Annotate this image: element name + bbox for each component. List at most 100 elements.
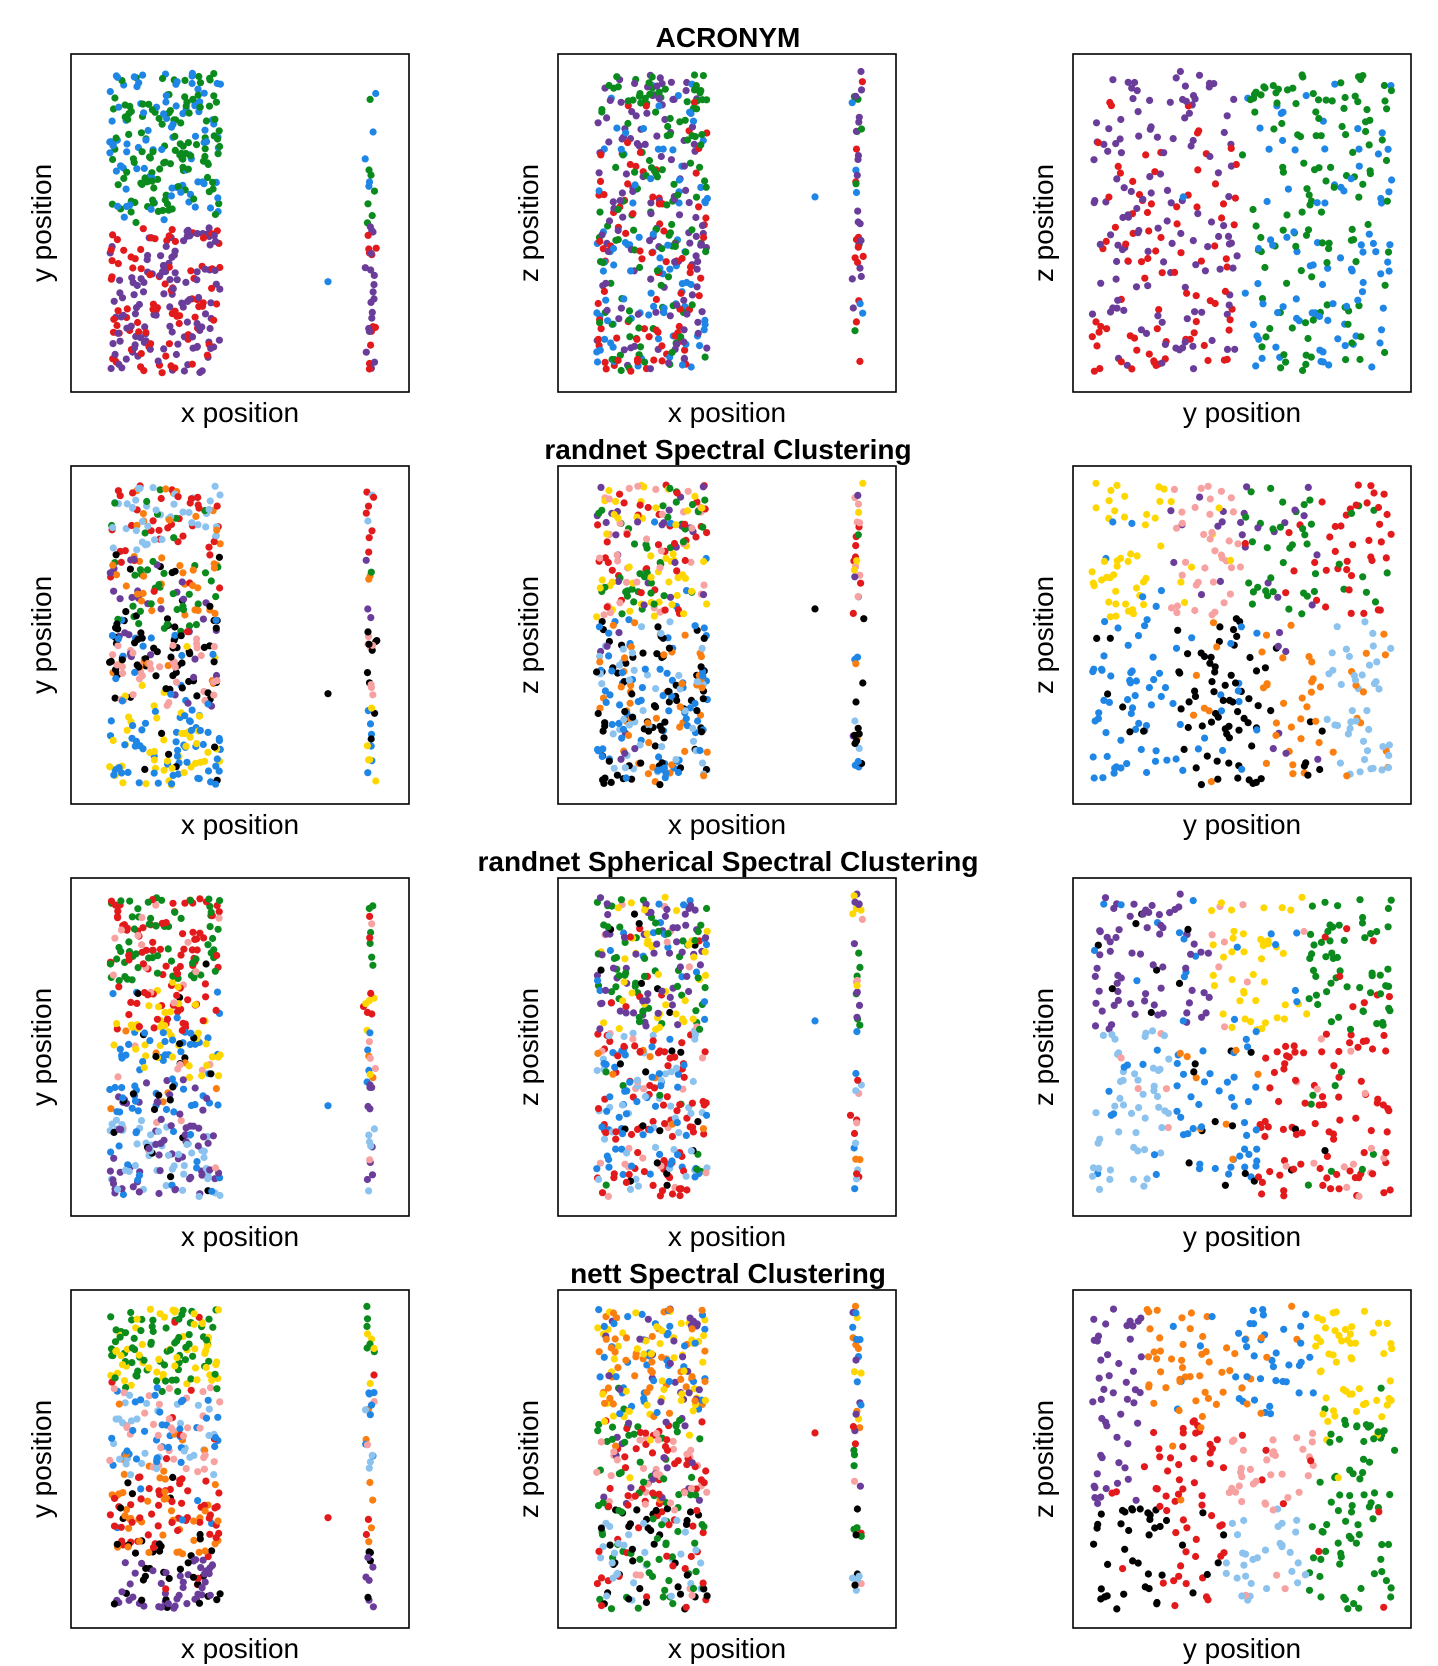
point-blue xyxy=(651,518,659,526)
point-black xyxy=(118,656,126,664)
point-green xyxy=(596,319,604,327)
point-red xyxy=(1264,1123,1272,1131)
point-black xyxy=(599,727,607,735)
point-blue xyxy=(173,1014,181,1022)
point-light-blue xyxy=(657,629,665,638)
point-pink xyxy=(1181,558,1190,566)
point-purple xyxy=(1223,345,1232,353)
point-red xyxy=(370,1371,378,1379)
point-green xyxy=(125,938,133,946)
point-black xyxy=(666,1008,674,1017)
point-yellow xyxy=(109,736,117,745)
point-pink xyxy=(210,1458,218,1466)
point-blue xyxy=(1105,1087,1113,1095)
point-purple xyxy=(369,1563,377,1571)
point-light-blue xyxy=(1358,671,1366,679)
point-red xyxy=(114,907,122,915)
point-red xyxy=(1321,933,1329,941)
point-yellow xyxy=(1287,906,1295,914)
point-blue xyxy=(191,1101,199,1109)
point-purple xyxy=(1216,265,1224,273)
point-red xyxy=(594,335,603,343)
point-blue xyxy=(1143,616,1151,624)
point-green xyxy=(179,1306,187,1314)
point-purple xyxy=(196,368,204,377)
point-light-blue xyxy=(630,666,638,674)
point-red xyxy=(1231,194,1239,202)
point-black xyxy=(1215,637,1223,646)
point-green xyxy=(1307,1100,1315,1108)
point-black xyxy=(193,692,201,700)
point-blue xyxy=(178,651,186,660)
point-blue xyxy=(1258,354,1266,362)
x-axis-label: x position xyxy=(181,1633,299,1664)
point-yellow xyxy=(1143,510,1151,519)
point-blue xyxy=(1241,1163,1249,1171)
point-green xyxy=(187,1375,195,1383)
point-red xyxy=(595,1547,603,1555)
point-yellow xyxy=(142,1052,150,1060)
point-light-blue xyxy=(137,1117,146,1125)
point-orange xyxy=(119,1489,127,1497)
point-red xyxy=(129,264,137,272)
point-orange xyxy=(700,772,708,780)
point-pink xyxy=(1197,484,1205,492)
point-blue xyxy=(1249,320,1257,329)
point-blue xyxy=(1272,343,1280,351)
point-yellow xyxy=(1112,587,1120,595)
point-green xyxy=(211,967,219,975)
point-black xyxy=(650,1540,658,1548)
point-purple xyxy=(131,341,139,349)
point-blue xyxy=(600,1353,608,1361)
point-green xyxy=(1304,1181,1312,1189)
point-purple xyxy=(1171,905,1179,914)
point-pink xyxy=(129,691,137,699)
point-blue xyxy=(167,192,175,200)
point-green xyxy=(625,307,634,315)
point-purple xyxy=(1187,950,1195,958)
point-black xyxy=(110,1600,118,1608)
point-pink xyxy=(606,609,615,617)
point-pink xyxy=(1243,978,1251,986)
point-green xyxy=(635,92,644,100)
point-pink xyxy=(1211,608,1219,616)
point-blue xyxy=(1152,602,1160,611)
point-red xyxy=(852,145,861,153)
point-purple xyxy=(1114,241,1122,249)
point-purple xyxy=(663,1464,671,1472)
point-red xyxy=(363,488,371,496)
point-green xyxy=(209,934,217,943)
point-pink xyxy=(149,1420,158,1428)
point-blue xyxy=(173,78,181,86)
point-pink xyxy=(1361,1089,1369,1097)
point-light-blue xyxy=(667,1068,675,1076)
point-purple xyxy=(206,1591,214,1599)
scatter-points xyxy=(106,69,380,377)
point-purple xyxy=(362,556,370,564)
point-blue xyxy=(134,1176,142,1184)
point-green xyxy=(1383,569,1391,577)
point-red xyxy=(1266,1084,1274,1092)
point-purple xyxy=(673,301,681,309)
point-blue xyxy=(1173,1107,1181,1115)
point-light-blue xyxy=(1140,1146,1149,1154)
point-blue xyxy=(625,616,633,624)
point-blue xyxy=(682,1131,690,1139)
point-purple xyxy=(207,344,215,352)
point-purple xyxy=(197,1564,205,1572)
point-blue xyxy=(1152,1170,1160,1179)
point-purple xyxy=(364,1553,372,1561)
point-purple xyxy=(682,186,690,194)
point-light-blue xyxy=(621,764,629,772)
point-purple xyxy=(132,304,141,312)
point-red xyxy=(649,1181,657,1189)
point-yellow xyxy=(112,1347,120,1355)
point-blue xyxy=(1331,80,1339,88)
point-blue xyxy=(1206,1070,1214,1078)
point-purple xyxy=(139,288,148,296)
point-purple xyxy=(686,239,694,247)
point-yellow xyxy=(610,1355,619,1363)
point-purple xyxy=(195,293,203,302)
point-red xyxy=(1137,258,1146,266)
